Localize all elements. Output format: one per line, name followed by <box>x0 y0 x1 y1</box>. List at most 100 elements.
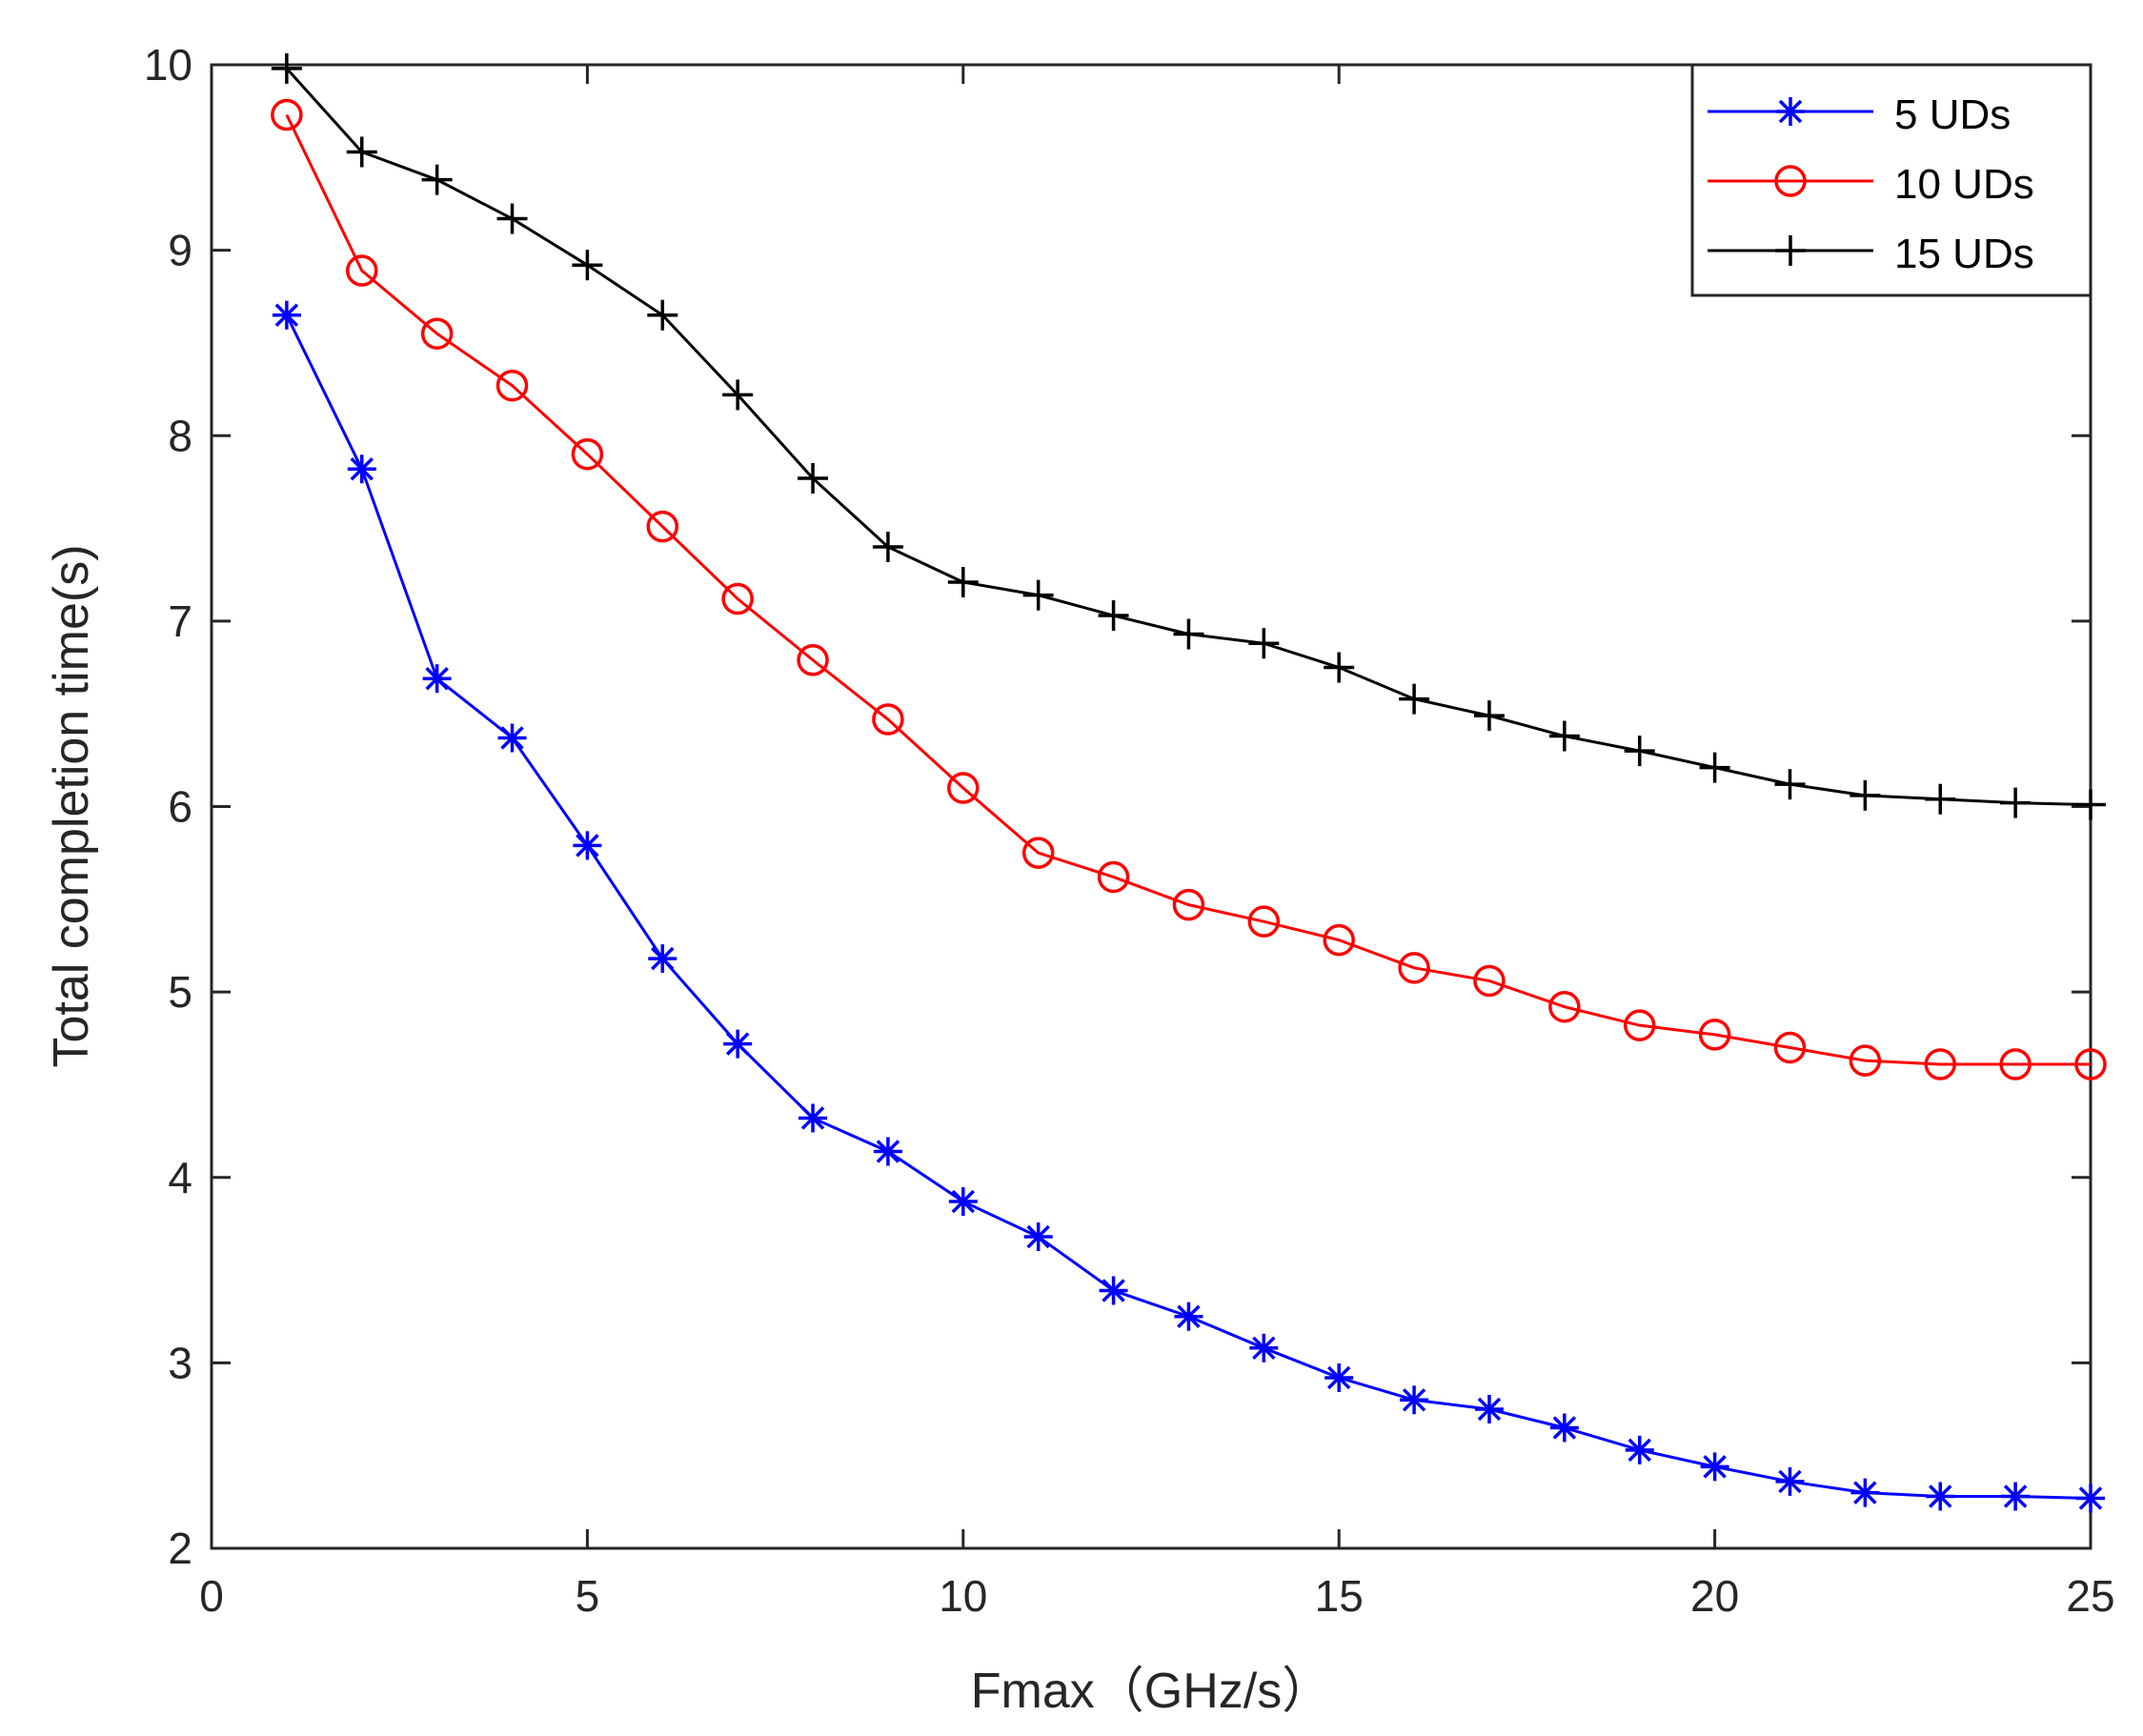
data-point-10-uds <box>1097 860 1130 894</box>
data-point-5-uds <box>1099 1276 1128 1305</box>
data-point-5-uds <box>1700 1452 1729 1482</box>
data-point-10-uds <box>721 582 754 616</box>
data-point-15-uds <box>1324 652 1355 683</box>
data-point-15-uds <box>271 52 302 84</box>
data-point-10-uds <box>571 437 604 471</box>
data-point-5-uds <box>422 664 452 694</box>
data-point-15-uds <box>1774 769 1806 800</box>
data-point-5-uds <box>799 1103 828 1133</box>
data-point-5-uds <box>948 1187 978 1217</box>
data-point-15-uds <box>1624 736 1655 767</box>
data-point-5-uds <box>1850 1478 1880 1507</box>
data-point-15-uds <box>1399 683 1430 715</box>
data-point-15-uds <box>647 299 678 331</box>
y-tick-label: 2 <box>168 1524 192 1573</box>
legend-label-15-uds: 15 UDs <box>1894 231 2034 277</box>
data-point-5-uds <box>2001 1482 2031 1511</box>
axis-ticks: 0 5 10 15 20 25 2 3 4 5 6 7 8 9 10 <box>144 40 2115 1621</box>
data-point-5-uds <box>1400 1385 1429 1415</box>
legend: 5 UDs 10 UDs 15 UDs <box>1690 63 2092 297</box>
data-point-15-uds <box>1173 618 1204 650</box>
data-point-10-uds <box>1473 964 1506 998</box>
data-point-15-uds <box>1850 779 1881 811</box>
data-point-15-uds <box>722 379 754 411</box>
x-tick-label: 20 <box>1690 1571 1739 1621</box>
y-tick-label: 4 <box>168 1153 192 1202</box>
data-point-5-uds <box>1549 1413 1579 1443</box>
data-point-10-uds <box>1548 990 1581 1023</box>
data-point-10-uds <box>947 772 980 804</box>
series-layer <box>271 52 2107 1513</box>
series-5-uds <box>272 300 2105 1513</box>
data-point-15-uds <box>798 463 829 495</box>
data-point-10-uds <box>646 510 679 543</box>
data-point-15-uds <box>1248 628 1280 659</box>
legend-marker-15-uds <box>1775 235 1806 266</box>
data-point-5-uds <box>1625 1435 1654 1464</box>
data-point-10-uds <box>1999 1048 2032 1080</box>
y-tick-label: 5 <box>168 967 192 1017</box>
data-point-10-uds <box>1172 888 1205 921</box>
data-point-10-uds <box>1773 1031 1807 1064</box>
data-point-10-uds <box>346 254 378 287</box>
data-point-15-uds <box>1925 783 1956 815</box>
series-line-10-uds <box>285 113 2091 1066</box>
y-tick-label: 7 <box>168 596 192 646</box>
data-point-5-uds <box>723 1029 753 1059</box>
legend-marker-5-uds <box>1776 97 1805 126</box>
y-tick-label: 6 <box>168 782 192 832</box>
data-point-5-uds <box>1474 1395 1504 1424</box>
data-point-10-uds <box>2074 1048 2107 1080</box>
y-tick-label: 10 <box>144 40 192 90</box>
data-point-10-uds <box>1021 837 1055 869</box>
data-point-5-uds <box>1249 1333 1279 1363</box>
data-point-5-uds <box>347 454 376 484</box>
plot-area <box>210 63 2092 1550</box>
data-point-15-uds <box>947 567 979 598</box>
data-point-5-uds <box>648 944 677 974</box>
data-point-10-uds <box>1924 1048 1956 1080</box>
data-point-10-uds <box>1247 905 1281 938</box>
data-point-5-uds <box>1023 1222 1053 1252</box>
data-point-15-uds <box>346 136 377 168</box>
data-point-5-uds <box>1174 1302 1203 1331</box>
data-point-10-uds <box>495 369 529 402</box>
x-tick-label: 0 <box>199 1571 224 1621</box>
data-point-15-uds <box>2000 787 2032 818</box>
x-tick-label: 5 <box>576 1571 600 1621</box>
data-point-15-uds <box>421 164 453 195</box>
data-point-15-uds <box>1022 579 1054 611</box>
data-point-5-uds <box>497 723 527 753</box>
y-axis-label: Total completion time(s) <box>44 544 99 1067</box>
data-point-15-uds <box>572 250 603 281</box>
data-point-15-uds <box>1098 600 1129 632</box>
data-point-10-uds <box>1849 1044 1882 1077</box>
data-point-15-uds <box>1548 720 1580 752</box>
y-tick-label: 8 <box>168 411 192 460</box>
x-tick-label: 25 <box>2066 1571 2114 1621</box>
data-point-5-uds <box>573 831 602 860</box>
legend-label-10-uds: 10 UDs <box>1894 161 2034 208</box>
legend-items <box>1708 97 1873 266</box>
series-15-uds <box>271 52 2106 820</box>
data-point-5-uds <box>2076 1484 2105 1513</box>
data-point-5-uds <box>873 1137 902 1166</box>
data-point-15-uds <box>1473 700 1505 732</box>
data-point-5-uds <box>1775 1466 1805 1496</box>
series-10-uds <box>271 98 2107 1080</box>
data-point-10-uds <box>1698 1019 1731 1051</box>
data-point-5-uds <box>1324 1363 1354 1392</box>
data-point-10-uds <box>1398 952 1430 984</box>
x-tick-label: 15 <box>1315 1571 1364 1621</box>
data-point-15-uds <box>1699 752 1730 783</box>
data-point-10-uds <box>1323 923 1355 957</box>
data-point-15-uds <box>496 203 528 234</box>
data-point-10-uds <box>420 317 454 350</box>
data-point-10-uds <box>872 703 904 736</box>
data-point-15-uds <box>2075 789 2106 820</box>
data-point-10-uds <box>1623 1009 1656 1041</box>
data-point-15-uds <box>872 532 903 563</box>
data-point-5-uds <box>1926 1482 1955 1511</box>
legend-label-5-uds: 5 UDs <box>1894 91 2011 138</box>
